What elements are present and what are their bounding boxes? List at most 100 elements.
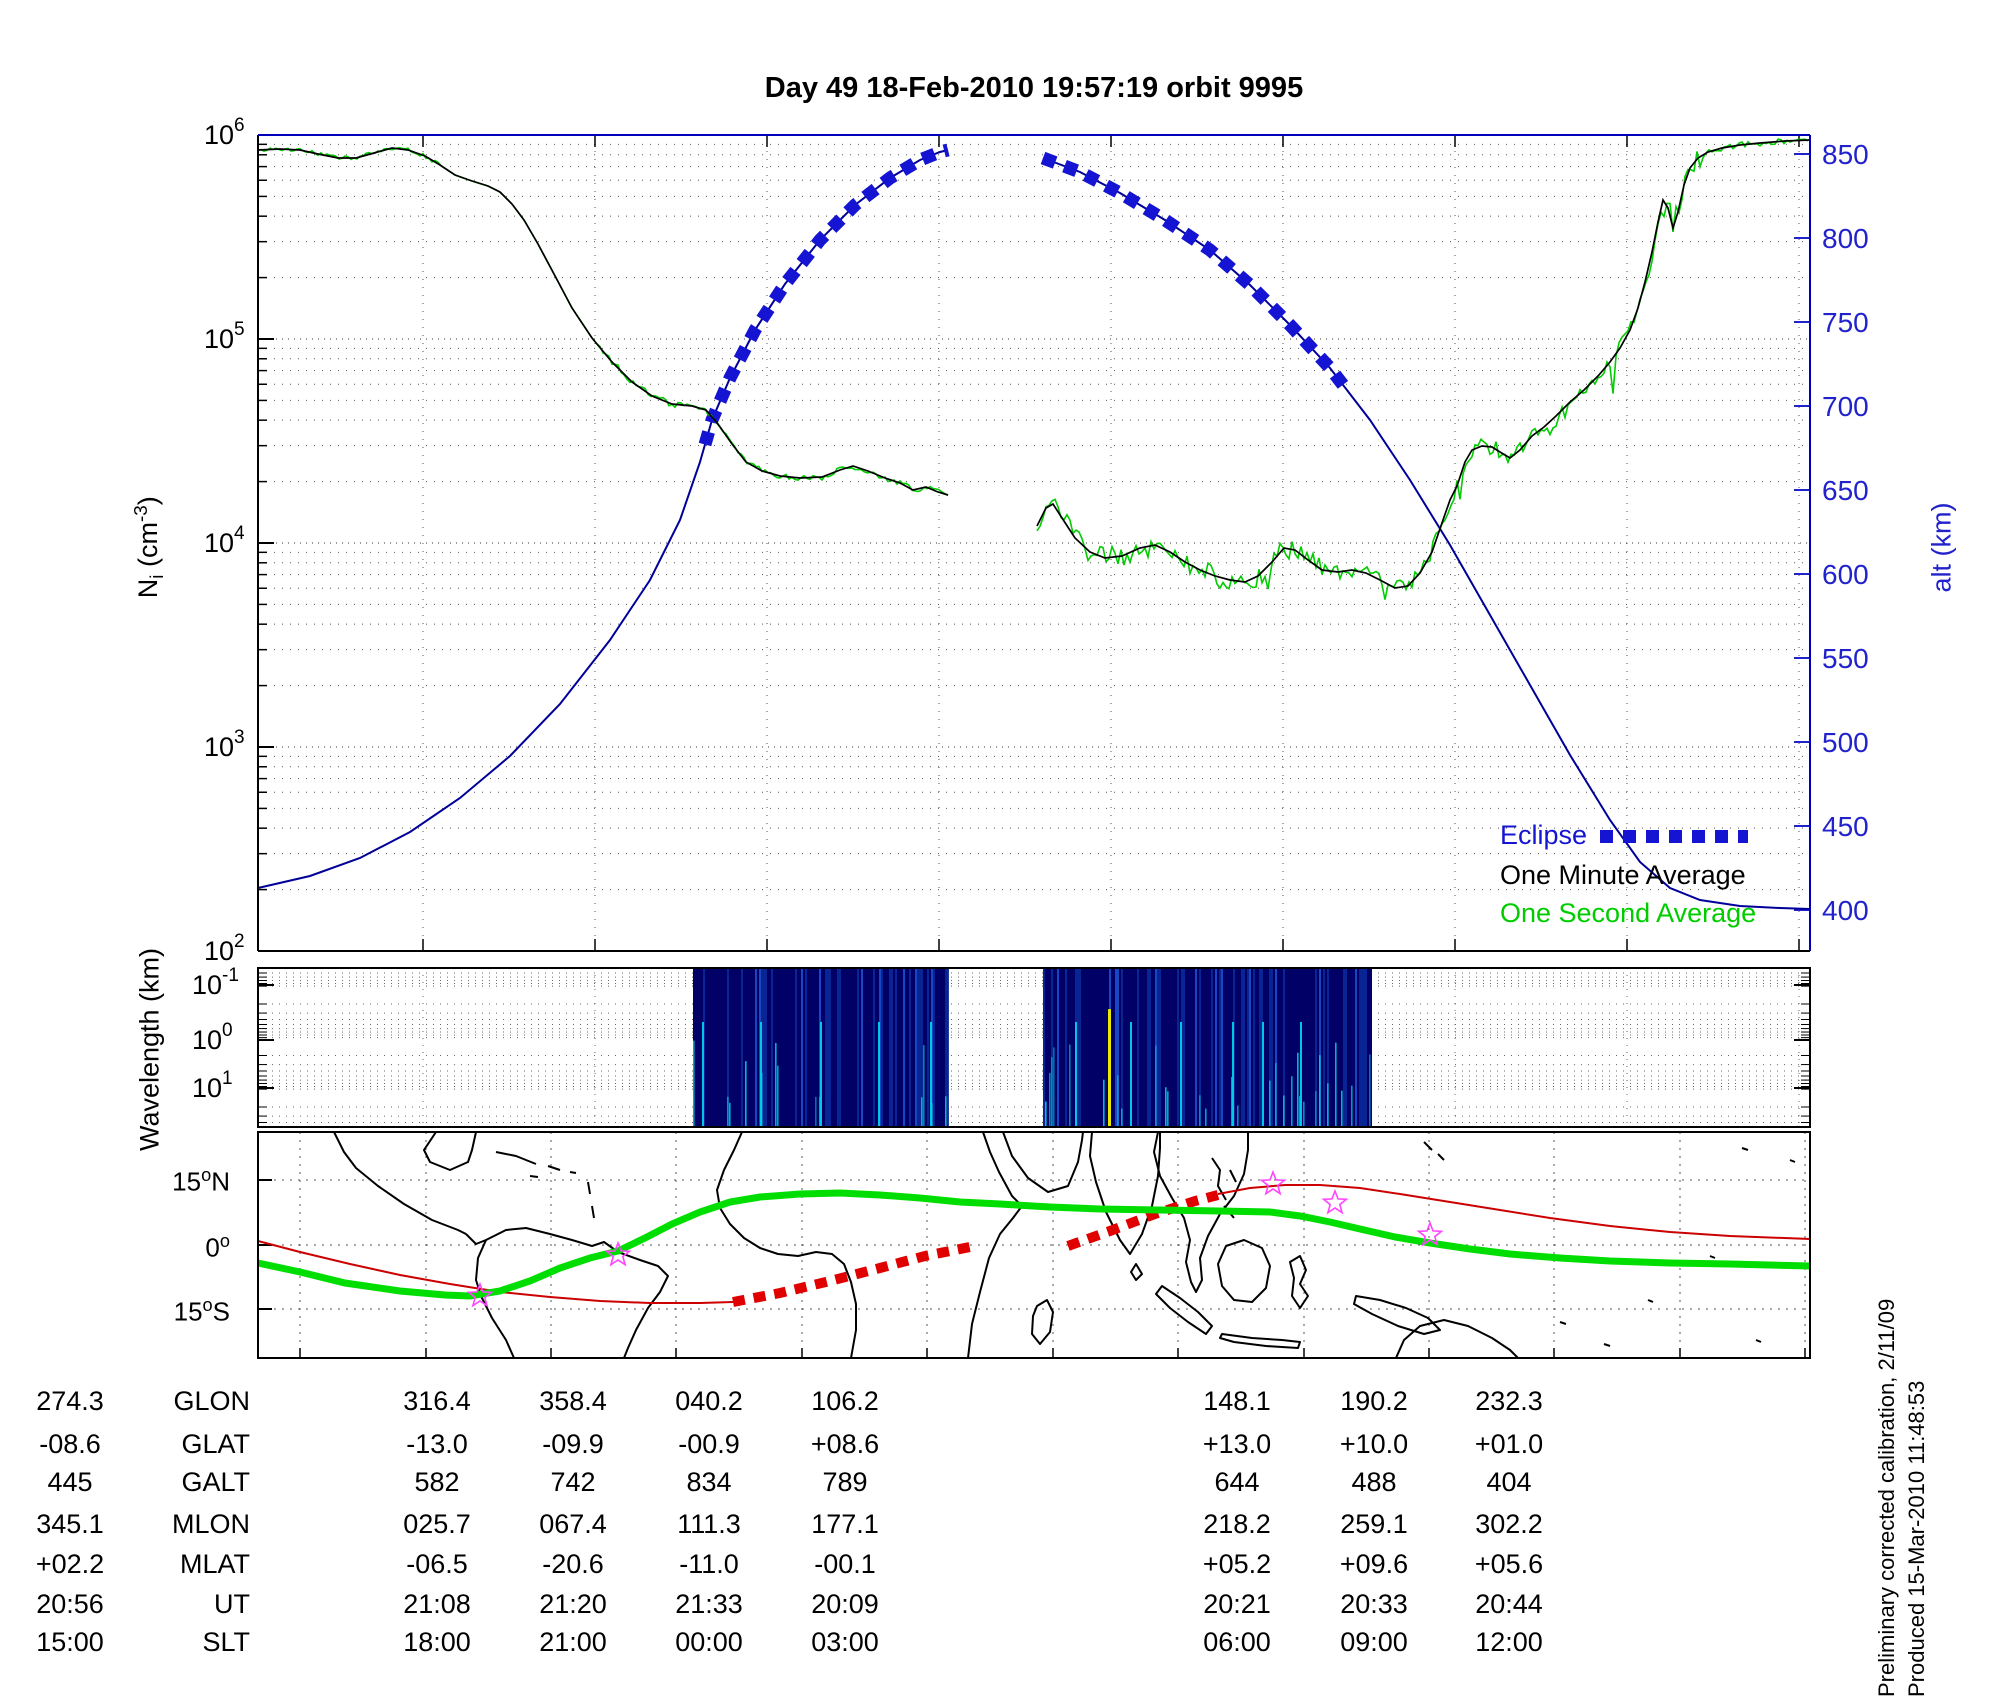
red-eclipse-track: [732, 1242, 971, 1307]
table-cell: 21:08: [403, 1589, 471, 1619]
coastline: [1423, 1141, 1749, 1161]
table-row-label: MLON: [171, 1509, 250, 1539]
ground-station-star: [1321, 1188, 1349, 1215]
table-cell: 834: [686, 1467, 732, 1497]
ground-station-star: [1416, 1220, 1444, 1247]
ylabel-sub: i: [147, 574, 169, 579]
table-cell: 20:21: [1203, 1589, 1271, 1619]
table-cell: +02.2: [35, 1549, 105, 1579]
table-cell: 358.4: [539, 1386, 607, 1416]
density-tick-label: 102: [204, 931, 245, 966]
coastline: [1289, 1255, 1309, 1309]
lat-hemi: N: [211, 1166, 230, 1197]
table-row-label: GLON: [173, 1386, 250, 1416]
coastline: [1153, 1131, 1249, 1293]
density-tick-label: 105: [204, 319, 245, 354]
red-track-line: [1217, 1184, 1811, 1240]
spectrogram-yellow-streak: [1108, 1009, 1111, 1127]
table-cell: 190.2: [1340, 1386, 1408, 1416]
table-cell: 025.7: [403, 1509, 471, 1539]
coastline: [423, 1131, 477, 1171]
table-cell: 274.3: [36, 1386, 104, 1416]
table-cell: 15:00: [36, 1627, 104, 1657]
red-eclipse-track: [1066, 1190, 1220, 1251]
table-cell: +09.6: [1339, 1549, 1409, 1579]
altitude-tick-label: 750: [1822, 307, 1869, 338]
table-row-label: UT: [214, 1589, 250, 1619]
table-cell: +01.0: [1474, 1429, 1544, 1459]
table-cell: 259.1: [1340, 1509, 1408, 1539]
table-cell: 20:33: [1340, 1589, 1408, 1619]
density-tick-label: 106: [204, 115, 245, 150]
altitude-tick-label: 600: [1822, 559, 1869, 590]
one-minute-average-line: [1036, 139, 1811, 589]
ground-station-star: [1259, 1169, 1287, 1196]
legend-label-eclipse: Eclipse: [1500, 820, 1588, 850]
coastline: [1559, 1159, 1796, 1347]
one-second-average-line: [257, 146, 949, 497]
coastline: [1395, 1319, 1519, 1359]
table-cell: 18:00: [403, 1627, 471, 1657]
footer-note-produced: Produced 15-Mar-2010 11:48:53: [1904, 1380, 1929, 1697]
table-cell: 789: [822, 1467, 868, 1497]
table-cell: -09.9: [542, 1429, 604, 1459]
lat-deg: o: [201, 1165, 212, 1185]
coastline: [1219, 1333, 1301, 1349]
footer-note-calibration: Preliminary corrected calibration, 2/11/…: [1874, 1298, 1899, 1697]
map-panel: [257, 1131, 1811, 1359]
altitude-axis-label: alt (km): [1926, 502, 1957, 593]
green-ground-track: [257, 1189, 1811, 1300]
table-cell: +05.6: [1474, 1549, 1544, 1579]
altitude-tick-label: 550: [1822, 643, 1869, 674]
map-lat-label-15n: 15oN: [140, 1165, 230, 1198]
table-row: GLON 274.3 316.4 358.4 040.2 106.2 148.1 190.2…: [0, 1386, 2000, 1420]
table-cell: 445: [47, 1467, 93, 1497]
table-cell: 106.2: [811, 1386, 879, 1416]
table-cell: 21:33: [675, 1589, 743, 1619]
table-row: GALT 445 582 742 834 789 644 488 404: [0, 1467, 2000, 1501]
table-cell: 20:44: [1475, 1589, 1543, 1619]
table-cell: +13.0: [1202, 1429, 1272, 1459]
table-cell: 742: [550, 1467, 596, 1497]
eclipse-dash-sample: [1600, 830, 1748, 843]
altitude-tick-label: 400: [1822, 895, 1869, 926]
altitude-tick-label: 500: [1822, 727, 1869, 758]
ylabel-main: N: [132, 578, 163, 599]
table-cell: 582: [414, 1467, 460, 1497]
table-cell: -20.6: [542, 1549, 604, 1579]
wavelength-panel: 10-1 100 101: [192, 965, 1811, 1128]
table-cell: 316.4: [403, 1386, 471, 1416]
map-lat-label-15s: 15oS: [140, 1295, 230, 1328]
table-row: MLON 345.1 025.7 067.4 111.3 177.1 218.2 259.1…: [0, 1509, 2000, 1543]
legend-item-one-second: One Second Average: [1500, 898, 1756, 929]
table-cell: 111.3: [677, 1509, 741, 1539]
coastline: [1130, 1263, 1143, 1281]
table-row: UT 20:56 21:08 21:20 21:33 20:09 20:21 20:33 20…: [0, 1589, 2000, 1623]
table-cell: 040.2: [675, 1386, 743, 1416]
table-cell: 345.1: [36, 1509, 104, 1539]
legend-label-one-second: One Second Average: [1500, 898, 1757, 928]
wavelength-tick-label: 101: [192, 1068, 233, 1103]
table-cell: 21:20: [539, 1589, 607, 1619]
altitude-tick-label: 850: [1822, 139, 1869, 170]
table-row-label: SLT: [202, 1627, 250, 1657]
coastline: [967, 1131, 1023, 1359]
table-row: GLAT -08.6 -13.0 -09.9 -00.9 +08.6 +13.0 +10.0…: [0, 1429, 2000, 1463]
table-cell: -08.6: [39, 1429, 101, 1459]
altitude-tick-label: 700: [1822, 391, 1869, 422]
figure-title: Day 49 18-Feb-2010 19:57:19 orbit 9995: [764, 72, 1304, 104]
table-row-label: GALT: [181, 1467, 250, 1497]
lat-num: 15: [172, 1166, 202, 1197]
wavelength-tick-label: 10-1: [192, 965, 239, 1000]
coastline: [333, 1131, 467, 1235]
table-cell: 12:00: [1475, 1627, 1543, 1657]
altitude-tick-label: 450: [1822, 811, 1869, 842]
table-cell: +08.6: [810, 1429, 880, 1459]
wavelength-axis-label: Wavelength (km): [134, 947, 165, 1152]
coastline: [495, 1151, 595, 1219]
density-tick-label: 104: [204, 523, 245, 558]
lat-num: 0: [205, 1232, 220, 1263]
table-row-label: MLAT: [179, 1549, 250, 1579]
altitude-tick-label: 650: [1822, 475, 1869, 506]
